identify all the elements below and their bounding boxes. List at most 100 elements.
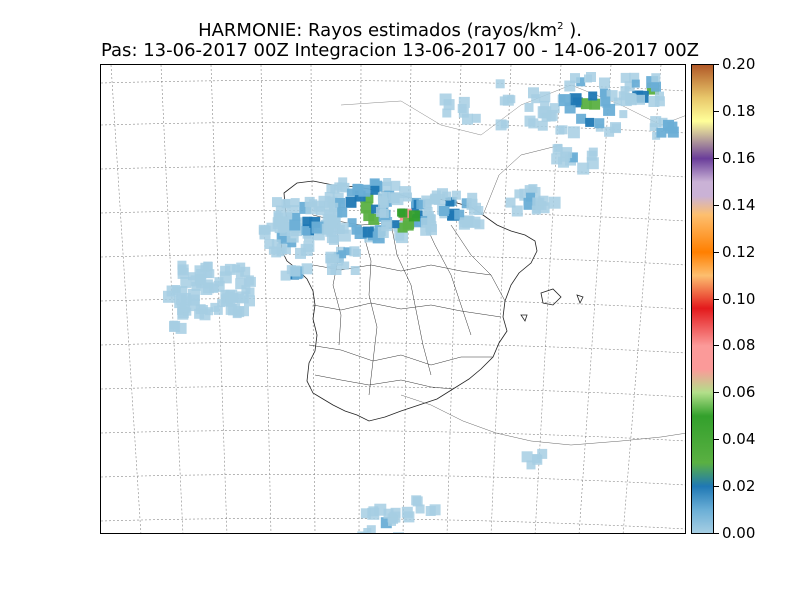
density-cell bbox=[284, 212, 293, 221]
density-cell bbox=[458, 96, 470, 108]
density-cell bbox=[619, 110, 628, 119]
density-cell bbox=[367, 507, 380, 520]
lightning-density-cells bbox=[163, 72, 679, 533]
density-cell bbox=[381, 181, 392, 193]
density-cell bbox=[558, 94, 571, 107]
density-cell bbox=[588, 147, 598, 157]
density-cell bbox=[368, 213, 380, 225]
density-cell bbox=[422, 199, 432, 208]
density-cell bbox=[526, 192, 535, 202]
density-cell bbox=[549, 103, 560, 114]
colorbar-tick bbox=[714, 345, 719, 347]
density-cell bbox=[567, 126, 580, 139]
density-cell bbox=[631, 79, 640, 88]
colorbar-label: 0.10 bbox=[722, 289, 756, 308]
density-cell bbox=[588, 91, 598, 101]
density-cell bbox=[266, 222, 276, 232]
density-cell bbox=[236, 262, 246, 272]
density-cell bbox=[663, 119, 674, 131]
density-cell bbox=[371, 204, 381, 214]
density-cell bbox=[567, 152, 578, 163]
density-cell bbox=[538, 202, 550, 214]
density-cell bbox=[311, 221, 324, 234]
density-cell bbox=[537, 120, 548, 131]
density-cell bbox=[214, 277, 224, 287]
colorbar-label: 0.16 bbox=[722, 148, 756, 167]
density-cell bbox=[234, 293, 244, 303]
density-cell bbox=[466, 198, 478, 210]
density-cell bbox=[188, 288, 200, 301]
density-cell bbox=[604, 126, 615, 137]
density-cell bbox=[381, 191, 390, 200]
density-cell bbox=[370, 185, 380, 195]
title-prefix: HARMONIE: Rayos estimados (rayos/km bbox=[198, 20, 558, 41]
density-cell bbox=[558, 156, 569, 168]
density-cell bbox=[177, 308, 189, 320]
density-cell bbox=[576, 113, 587, 124]
density-cell bbox=[209, 283, 219, 293]
density-cell bbox=[292, 213, 301, 221]
density-cell bbox=[272, 197, 282, 208]
density-cell bbox=[651, 73, 661, 83]
density-cell bbox=[282, 198, 291, 207]
density-cell bbox=[350, 266, 360, 275]
density-cell bbox=[228, 293, 239, 303]
density-cell bbox=[600, 89, 611, 100]
density-cell bbox=[325, 251, 337, 263]
density-cell bbox=[347, 218, 357, 228]
density-cell bbox=[301, 263, 313, 275]
chart-title-line1: HARMONIE: Rayos estimados (rayos/km2 ). bbox=[0, 16, 790, 42]
density-cell bbox=[244, 295, 255, 307]
density-cell bbox=[177, 264, 189, 276]
density-cell bbox=[442, 191, 452, 201]
density-cell bbox=[454, 209, 465, 220]
colorbar-label: 0.18 bbox=[722, 101, 756, 120]
density-cell bbox=[540, 100, 550, 110]
density-cell bbox=[324, 209, 335, 220]
colorbar-label: 0.20 bbox=[722, 55, 756, 73]
colorbar-label: 0.04 bbox=[722, 430, 756, 449]
density-cell bbox=[570, 73, 580, 84]
density-cell bbox=[569, 93, 582, 106]
density-cell bbox=[537, 448, 548, 459]
density-cell bbox=[302, 216, 313, 227]
density-cell bbox=[337, 182, 347, 193]
density-cell bbox=[396, 231, 408, 244]
density-cell bbox=[423, 207, 433, 216]
colorbar-tick bbox=[714, 439, 719, 441]
density-cell bbox=[352, 184, 364, 196]
density-cell bbox=[169, 321, 180, 332]
colorbar-tick bbox=[714, 486, 719, 488]
density-cell bbox=[324, 192, 335, 202]
colorbar-tick bbox=[714, 204, 719, 206]
density-cell bbox=[398, 208, 408, 218]
density-cell bbox=[507, 95, 516, 104]
density-cell bbox=[443, 99, 455, 111]
density-cell bbox=[326, 258, 337, 268]
colorbar-label: 0.14 bbox=[722, 195, 756, 214]
density-cell bbox=[289, 265, 301, 277]
density-cell bbox=[425, 506, 436, 516]
colorbar-tick bbox=[714, 392, 719, 394]
density-cell bbox=[280, 270, 291, 281]
density-cell bbox=[403, 511, 415, 523]
density-cell bbox=[624, 81, 635, 92]
density-cell bbox=[445, 197, 455, 207]
density-cell bbox=[654, 96, 665, 107]
density-cell bbox=[360, 508, 371, 519]
density-cell bbox=[289, 219, 301, 231]
density-cell bbox=[495, 79, 505, 89]
density-cell bbox=[362, 226, 374, 238]
title-suffix: ). bbox=[563, 20, 582, 41]
density-cell bbox=[284, 216, 294, 226]
density-cell bbox=[528, 87, 539, 99]
density-cell bbox=[380, 517, 392, 529]
density-cell bbox=[600, 96, 611, 107]
density-cell bbox=[377, 227, 389, 238]
density-cell bbox=[276, 231, 287, 242]
density-cell bbox=[558, 125, 568, 135]
density-cell bbox=[363, 193, 374, 204]
density-cell bbox=[430, 196, 438, 205]
density-cell bbox=[295, 247, 306, 259]
density-cell bbox=[235, 270, 244, 279]
